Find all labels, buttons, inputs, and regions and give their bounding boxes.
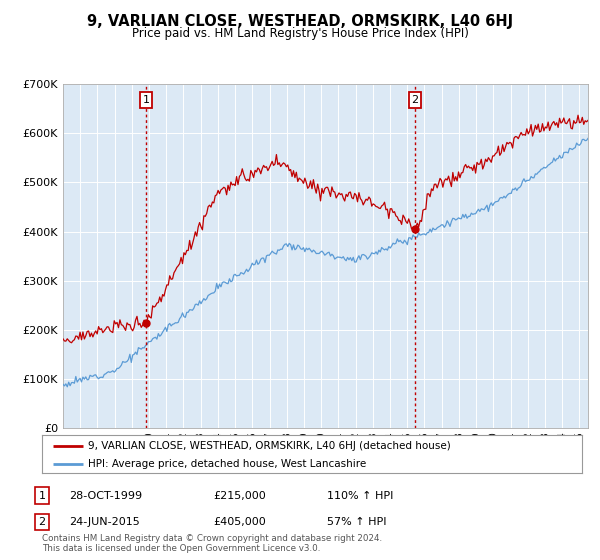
Text: 1: 1 — [38, 491, 46, 501]
Text: Price paid vs. HM Land Registry's House Price Index (HPI): Price paid vs. HM Land Registry's House … — [131, 27, 469, 40]
Text: 2: 2 — [412, 95, 419, 105]
Text: 1: 1 — [143, 95, 149, 105]
Text: 110% ↑ HPI: 110% ↑ HPI — [327, 491, 394, 501]
Text: £215,000: £215,000 — [213, 491, 266, 501]
Text: 2: 2 — [38, 517, 46, 527]
Text: Contains HM Land Registry data © Crown copyright and database right 2024.
This d: Contains HM Land Registry data © Crown c… — [42, 534, 382, 553]
Text: 9, VARLIAN CLOSE, WESTHEAD, ORMSKIRK, L40 6HJ: 9, VARLIAN CLOSE, WESTHEAD, ORMSKIRK, L4… — [87, 14, 513, 29]
Text: HPI: Average price, detached house, West Lancashire: HPI: Average price, detached house, West… — [88, 459, 366, 469]
Text: 28-OCT-1999: 28-OCT-1999 — [69, 491, 142, 501]
Text: 9, VARLIAN CLOSE, WESTHEAD, ORMSKIRK, L40 6HJ (detached house): 9, VARLIAN CLOSE, WESTHEAD, ORMSKIRK, L4… — [88, 441, 451, 451]
Text: £405,000: £405,000 — [213, 517, 266, 527]
Text: 57% ↑ HPI: 57% ↑ HPI — [327, 517, 386, 527]
Text: 24-JUN-2015: 24-JUN-2015 — [69, 517, 140, 527]
